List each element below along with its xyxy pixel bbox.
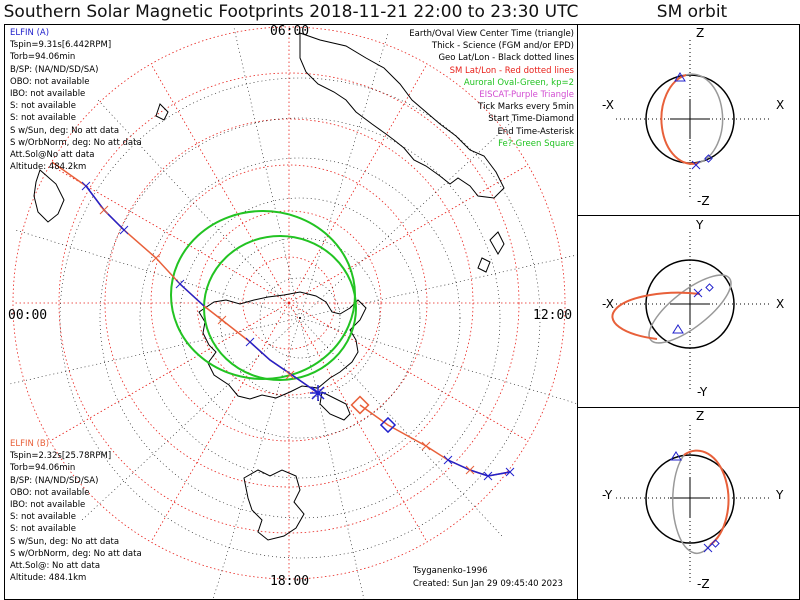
elfin-a-line: OBO: not available: [10, 76, 90, 87]
elfin-a-line: B/SP: (NA/ND/SD/SA): [10, 64, 99, 75]
south-america-coastline: [243, 469, 305, 541]
hour-label-right: 12:00: [533, 308, 573, 323]
legend-item: EISCAT-Purple Triangle: [479, 89, 574, 100]
elfin-a-end-asterisk: [310, 385, 326, 401]
orbit-yz-top-label: Z: [696, 409, 705, 423]
new-zealand-coastline: [477, 231, 505, 273]
australia-coastline: [299, 32, 505, 199]
orbit-xy-top-label: Y: [696, 218, 704, 232]
elfin-b-name: ELFIN (B): [10, 439, 50, 449]
elfin-a-line: Altitude: 484.2km: [10, 162, 87, 173]
orbit-yz-left-label: -Y: [602, 488, 613, 502]
elfin-b-line: IBO: not available: [10, 499, 86, 510]
eiscat-square: [379, 416, 397, 434]
hour-label-bottom: 18:00: [270, 574, 310, 589]
sm-lon-line: [288, 63, 428, 304]
elfin-a-line: S: not available: [10, 113, 76, 124]
plot-title: Southern Solar Magnetic Footprints 2018-…: [3, 2, 579, 22]
legend-item: End Time-Asterisk: [497, 126, 574, 137]
hour-label-top: 06:00: [270, 24, 310, 39]
elfin-b-info: ELFIN (B) Tspin=2.32s[25.78RPM] Torb=94.…: [10, 438, 142, 584]
legend-item: Tick Marks every 5min: [478, 102, 574, 113]
elfin-b-line: OBO: not available: [10, 487, 90, 498]
legend-item: Thick - Science (FGM and/or EPD): [431, 41, 574, 52]
geo-lon-line: [7, 317, 301, 385]
geo-lon-line: [13, 229, 301, 319]
legend-item: Geo Lat/Lon - Black dotted lines: [438, 53, 574, 64]
polar-map: [7, 25, 577, 599]
elfin-b-line: S: not available: [10, 524, 76, 535]
elfin-b-line: Tspin=2.32s[25.78RPM]: [10, 451, 112, 462]
orbit-title: SM orbit: [656, 2, 728, 22]
elfin-a-science-segment: [249, 341, 319, 394]
legend-item: SM Lat/Lon - Red dotted lines: [449, 65, 574, 76]
elfin-a-line: Att.Sol@No att data: [10, 149, 95, 160]
elfin-b-start-diamond: [350, 395, 370, 415]
elfin-b-line: S w/OrbNorm, deg: No att data: [10, 548, 142, 559]
orbit-panel-yz: [616, 425, 770, 585]
legend: Earth/Oval View Center Time (triangle) T…: [409, 28, 574, 150]
model-label: Tsyganenko-1996: [413, 566, 488, 576]
orbit-xy-right-label: X: [776, 297, 785, 311]
elfin-b-line: Torb=94.06min: [10, 463, 76, 474]
elfin-b-line: Altitude: 484.1km: [10, 573, 87, 584]
sm-lon-line: [150, 63, 290, 304]
legend-item: Start Time-Diamond: [488, 114, 574, 125]
elfin-b-science-segment: [447, 459, 511, 477]
elfin-a-line: S w/OrbNorm, deg: No att data: [10, 137, 142, 148]
legend-item: Earth/Oval View Center Time (triangle): [409, 29, 574, 39]
elfin-a-line: S w/Sun, deg: No att data: [10, 125, 120, 136]
elfin-a-track: [51, 161, 319, 394]
elfin-b-line: S w/Sun, deg: No att data: [10, 536, 120, 547]
elfin-a-tick-marks-red: [99, 205, 295, 380]
geo-lat-circles: [59, 77, 541, 559]
elfin-b-track: [359, 404, 511, 477]
antarctica-coastline: [198, 291, 367, 400]
orbit-yz-bottom-label: -Z: [697, 577, 710, 591]
elfin-b-line: B/SP: (NA/ND/SD/SA): [10, 475, 99, 486]
elfin-b-line: Att.Sol@: No att data: [10, 560, 101, 571]
elfin-a-line: Tspin=9.31s[6.442RPM]: [10, 40, 112, 51]
orbit-xy-bottom-label: -Y: [697, 385, 708, 399]
orbit-panel-xz: [616, 40, 770, 198]
antarctic-peninsula: [319, 391, 351, 421]
legend-item: Auroral Oval-Green, kp=2: [463, 77, 574, 88]
elfin-a-line: S: not available: [10, 101, 76, 112]
orbit-yz-right-label: Y: [776, 488, 784, 502]
auroral-oval-inner: [203, 235, 357, 381]
orbit-xz-right-label: X: [776, 98, 785, 112]
orbit-xz-top-label: Z: [696, 26, 705, 40]
elfin-b-line: S: not available: [10, 512, 76, 523]
elfin-a-science-segment: [85, 185, 125, 231]
elfin-a-line: IBO: not available: [10, 88, 86, 99]
elfin-a-name: ELFIN (A): [10, 28, 50, 38]
orbit-xy-left-label: -X: [602, 297, 614, 311]
elfin-b-tick-marks-red: [421, 441, 475, 475]
geo-lon-line: [299, 317, 577, 405]
geo-lon-line: [233, 25, 301, 319]
elfin-a-line: Torb=94.06min: [10, 52, 76, 63]
orbit-panel-xy: [611, 232, 770, 392]
legend-item: Fe?-Green Square: [498, 138, 574, 149]
africa-coastline: [33, 169, 65, 223]
elfin-a-info: ELFIN (A) Tspin=9.31s[6.442RPM] Torb=94.…: [10, 27, 142, 173]
elfin-b-tick-marks: [443, 455, 515, 481]
orbit-xz-bottom-label: -Z: [697, 194, 710, 208]
geo-lon-line: [299, 31, 389, 319]
island-coastline: [155, 103, 169, 121]
elfin-a-tick-marks: [81, 181, 255, 347]
created-label: Created: Sun Jan 29 09:45:40 2023: [413, 579, 563, 589]
geo-lon-line: [212, 317, 301, 599]
hour-label-left: 00:00: [8, 308, 48, 323]
orbit-xz-left-label: -X: [602, 98, 614, 112]
